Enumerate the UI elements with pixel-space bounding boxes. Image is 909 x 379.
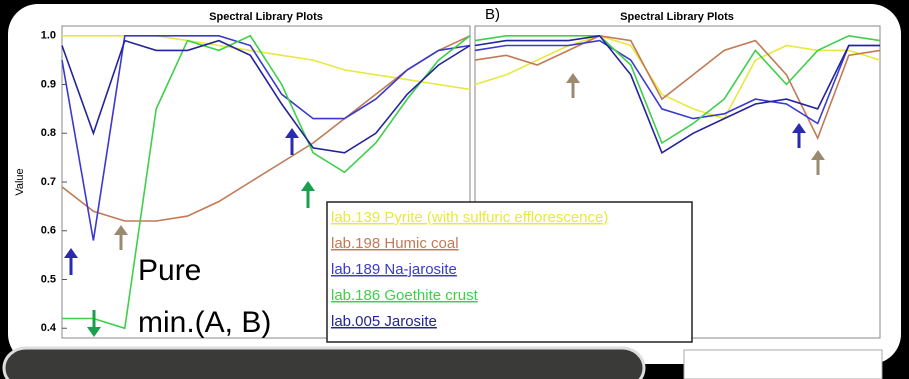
- chart-title: Spectral Library Plots: [620, 11, 734, 23]
- arrow-head: [792, 123, 806, 133]
- legend-label: lab.198 Humic coal: [331, 235, 459, 252]
- y-tick-label: 1.0: [41, 30, 56, 42]
- panel-label: B): [485, 6, 500, 23]
- y-tick-label: 0.4: [41, 322, 57, 334]
- series-line: [474, 34, 881, 120]
- legend-box: [326, 201, 693, 343]
- arrow-head: [87, 327, 101, 337]
- plots: 0.4 0.5 0.6 0.7 0.8 0.9 1.0: [41, 30, 881, 334]
- series-line: [474, 34, 881, 141]
- thumbnail-plot: [683, 349, 883, 379]
- legend-label: lab.189 Na-jarosite: [331, 261, 457, 278]
- y-tick-label: 0.5: [41, 273, 56, 285]
- legend-label: lab.139 Pyrite (with sulfuric effloresce…: [331, 209, 608, 226]
- y-tick-label: 0.7: [41, 176, 56, 188]
- arrow-head: [811, 150, 825, 160]
- arrow-head: [114, 225, 128, 235]
- y-axis-label: Value: [14, 168, 26, 195]
- arrow-head: [285, 128, 299, 138]
- series-line: [61, 35, 471, 241]
- arrow-head: [301, 181, 315, 191]
- arrow-head: [566, 73, 580, 83]
- arrow-head: [64, 248, 78, 258]
- series-line: [474, 39, 880, 125]
- series-line: [62, 34, 471, 330]
- y-tick-label: 0.6: [41, 225, 56, 237]
- legend-label: lab.005 Jarosite: [331, 313, 437, 330]
- y-tick-label: 0.8: [41, 127, 56, 139]
- photo-strip: [2, 346, 646, 379]
- annotation: Pure: [138, 254, 201, 287]
- arrows: [64, 73, 825, 337]
- annotation: min.(A, B): [138, 306, 271, 339]
- legend: lab.139 Pyrite (with sulfuric effloresce…: [331, 209, 608, 330]
- chart-title: Spectral Library Plots: [209, 11, 323, 23]
- series-line: [61, 39, 471, 154]
- series-line: [474, 34, 880, 154]
- y-tick-label: 0.9: [41, 78, 56, 90]
- legend-label: lab.186 Goethite crust: [331, 287, 479, 304]
- series-line: [474, 34, 881, 145]
